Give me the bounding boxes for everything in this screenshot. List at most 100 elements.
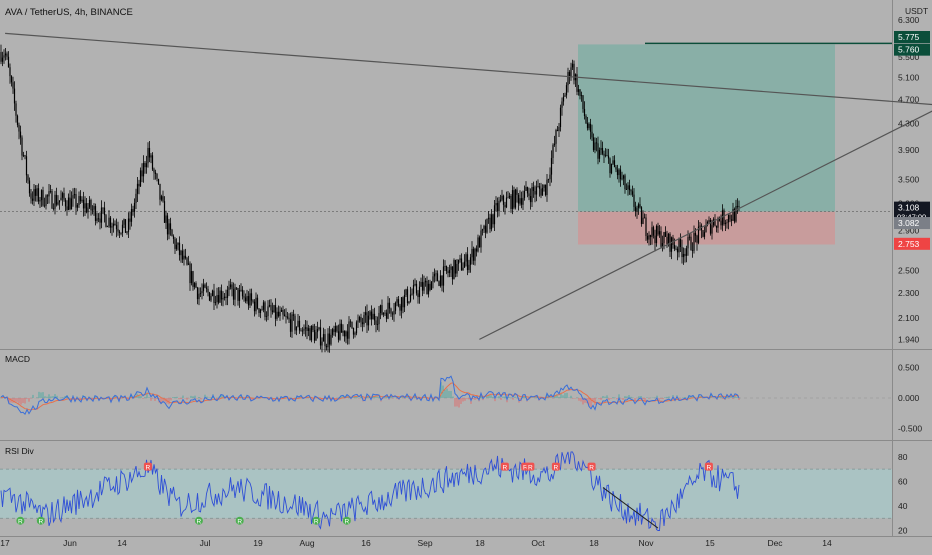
candle-body [668, 234, 669, 244]
candle-body [222, 298, 223, 299]
candle-body [288, 318, 289, 320]
candle-body [267, 306, 268, 316]
candle-body [11, 76, 12, 82]
candle-body [47, 195, 48, 196]
candle-body [75, 194, 76, 208]
time-tick-label: 18 [589, 538, 599, 548]
bear-badge-label: R [707, 464, 712, 471]
candle-body [666, 237, 667, 244]
macd-tick-label: 0.500 [898, 362, 920, 372]
macd-histogram-bar [559, 397, 560, 398]
macd-histogram-bar [19, 398, 20, 403]
candle-body [693, 233, 694, 251]
candle-body [189, 263, 190, 283]
candle-body [561, 101, 562, 107]
candle-body [705, 225, 706, 232]
macd-histogram-bar [447, 389, 448, 398]
time-tick-label: Jul [200, 538, 211, 548]
macd-histogram-bar [579, 398, 580, 401]
candle-body [122, 225, 123, 233]
candle-body [15, 103, 16, 115]
candle-body [603, 154, 604, 156]
macd-histogram-bar [217, 398, 218, 399]
macd-tick-label: 0.000 [898, 393, 920, 403]
symbol-title[interactable]: AVA / TetherUS, 4h, BINANCE [5, 7, 133, 18]
candle-body [126, 232, 127, 233]
candle-body [537, 186, 538, 187]
candle-body [566, 85, 567, 95]
macd-histogram-bar [187, 398, 188, 400]
candle-body [170, 223, 171, 229]
bear-badge-label: R [146, 464, 151, 471]
candle-body [224, 297, 225, 298]
candle-body [315, 332, 316, 341]
candle-body [621, 179, 622, 180]
macd-histogram-bar [501, 398, 502, 400]
macd-histogram-bar [39, 392, 40, 398]
candle-body [492, 214, 493, 224]
candle-body [180, 251, 181, 255]
candle-body [360, 317, 361, 322]
candle-body [365, 312, 366, 315]
candle-body [584, 109, 585, 116]
target-zone[interactable] [578, 44, 835, 211]
candle-body [528, 193, 529, 196]
macd-histogram-bar [79, 398, 80, 399]
macd-histogram-bar [49, 394, 50, 398]
candle-body [716, 226, 717, 228]
candle-body [414, 284, 415, 285]
candle-body [309, 328, 310, 340]
candle-body [543, 185, 544, 188]
candle-body [602, 148, 603, 154]
candle-body [494, 205, 495, 224]
candle-body [212, 291, 213, 296]
candle-body [663, 232, 664, 243]
candle-body [686, 248, 687, 256]
candle-body [659, 231, 660, 234]
candle-body [219, 291, 220, 303]
candle-body [260, 309, 261, 312]
candle-body [117, 229, 118, 231]
candle-body [480, 230, 481, 247]
candle-body [17, 116, 18, 125]
candle-body [287, 317, 288, 318]
candle-body [539, 186, 540, 189]
candle-body [473, 249, 474, 261]
candle-body [93, 206, 94, 210]
candle-body [45, 195, 46, 205]
macd-histogram-bar [449, 391, 450, 398]
macd-histogram-bar [515, 397, 516, 398]
candle-body [51, 191, 52, 208]
rsi-title[interactable]: RSI Div [5, 446, 35, 456]
candle-body [738, 206, 739, 207]
candle-body [105, 215, 106, 227]
macd-histogram-bar [403, 397, 404, 398]
candle-body [23, 155, 24, 156]
candle-body [588, 124, 589, 128]
candle-body [255, 298, 256, 312]
candle-body [341, 324, 342, 333]
candle-body [530, 196, 531, 202]
candle-body [297, 321, 298, 327]
macd-histogram-bar [379, 397, 380, 398]
candle-body [570, 67, 571, 77]
macd-histogram-bar [493, 397, 494, 398]
macd-histogram-bar [639, 396, 640, 398]
candle-body [116, 225, 117, 229]
candle-body [155, 172, 156, 174]
candle-body [326, 346, 327, 347]
candle-body [291, 314, 292, 331]
candle-body [74, 194, 75, 195]
macd-histogram-bar [33, 395, 34, 398]
candle-body [513, 190, 514, 207]
candle-body [275, 305, 276, 319]
candle-body [9, 67, 10, 76]
macd-title[interactable]: MACD [5, 354, 30, 364]
macd-histogram-bar [739, 398, 740, 400]
macd-histogram-bar [535, 397, 536, 398]
candle-body [456, 264, 457, 274]
candle-body [237, 288, 238, 301]
candle-body [203, 285, 204, 291]
candle-body [182, 251, 183, 260]
